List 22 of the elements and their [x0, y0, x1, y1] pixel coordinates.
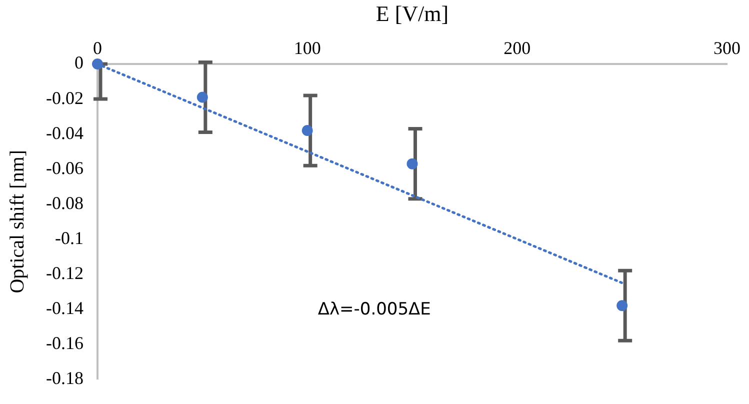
point: [616, 300, 628, 312]
y-tick-label: -0.04: [46, 122, 84, 143]
y-tick-label: -0.18: [46, 368, 84, 388]
y-tick-label: -0.16: [46, 332, 84, 353]
x-tick-label: 100: [294, 38, 321, 58]
point: [302, 125, 313, 136]
y-tick-label: -0.1: [54, 228, 84, 248]
x-tick-label: 200: [504, 38, 531, 58]
point: [196, 92, 208, 103]
x-axis-title: E [V/m]: [376, 0, 449, 26]
y-tick-label: -0.14: [46, 298, 84, 318]
x-tick-label: 0: [92, 38, 102, 58]
y-tick-label: -0.08: [46, 192, 84, 213]
x-tick-label: 300: [714, 38, 740, 58]
point: [406, 158, 418, 170]
y-axis-title: Optical shift [nm]: [6, 150, 28, 294]
point: [92, 58, 103, 70]
y-tick-label: 0: [74, 52, 84, 73]
y-tick-label: -0.06: [46, 158, 84, 178]
y-tick-label: -0.02: [46, 88, 84, 108]
annotation: Δλ=-0.005ΔE: [318, 299, 431, 320]
y-tick-label: -0.12: [46, 262, 84, 283]
